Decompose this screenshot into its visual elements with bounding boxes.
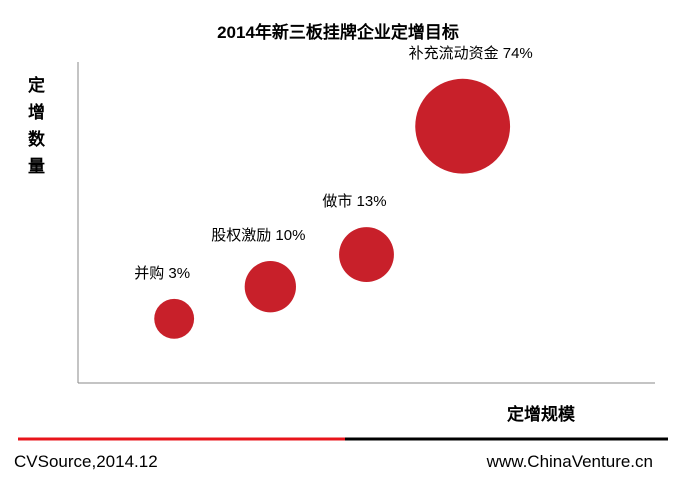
source-text: CVSource,2014.12: [14, 452, 158, 471]
chart-title: 2014年新三板挂牌企业定增目标: [217, 22, 459, 42]
bubble-3: [415, 78, 511, 174]
x-axis-label: 定增规模: [507, 404, 576, 424]
bubble-2: [339, 227, 394, 283]
y-axis-label: 定增数量: [28, 76, 45, 176]
bubble-1: [244, 261, 296, 313]
bubble-label-2: 做市 13%: [322, 193, 386, 210]
website-link[interactable]: www.ChinaVenture.cn: [486, 452, 653, 471]
bubble-0: [154, 298, 195, 339]
bubble-label-3: 补充流动资金 74%: [409, 45, 533, 62]
bubble-label-0: 并购 3%: [134, 265, 190, 282]
bubble-label-1: 股权激励 10%: [211, 227, 305, 244]
